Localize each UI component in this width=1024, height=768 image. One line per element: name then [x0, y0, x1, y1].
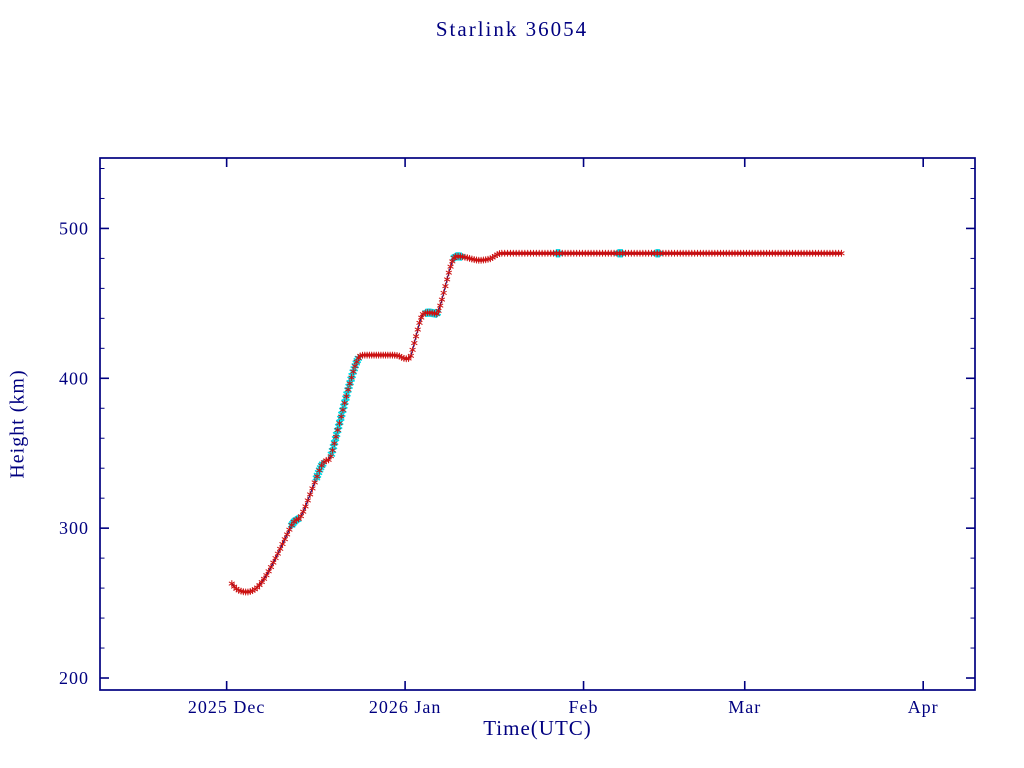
svg-text:Feb: Feb	[569, 697, 599, 717]
svg-text:400: 400	[59, 368, 89, 388]
chart-title: Starlink 36054	[435, 17, 589, 41]
svg-text:200: 200	[59, 668, 89, 688]
svg-text:2026 Jan: 2026 Jan	[369, 697, 442, 717]
svg-text:Apr: Apr	[908, 697, 939, 717]
svg-text:500: 500	[59, 218, 89, 238]
svg-text:2025 Dec: 2025 Dec	[188, 697, 265, 717]
svg-text:Mar: Mar	[728, 697, 761, 717]
svg-text:300: 300	[59, 518, 89, 538]
x-axis-label: Time(UTC)	[483, 716, 592, 740]
